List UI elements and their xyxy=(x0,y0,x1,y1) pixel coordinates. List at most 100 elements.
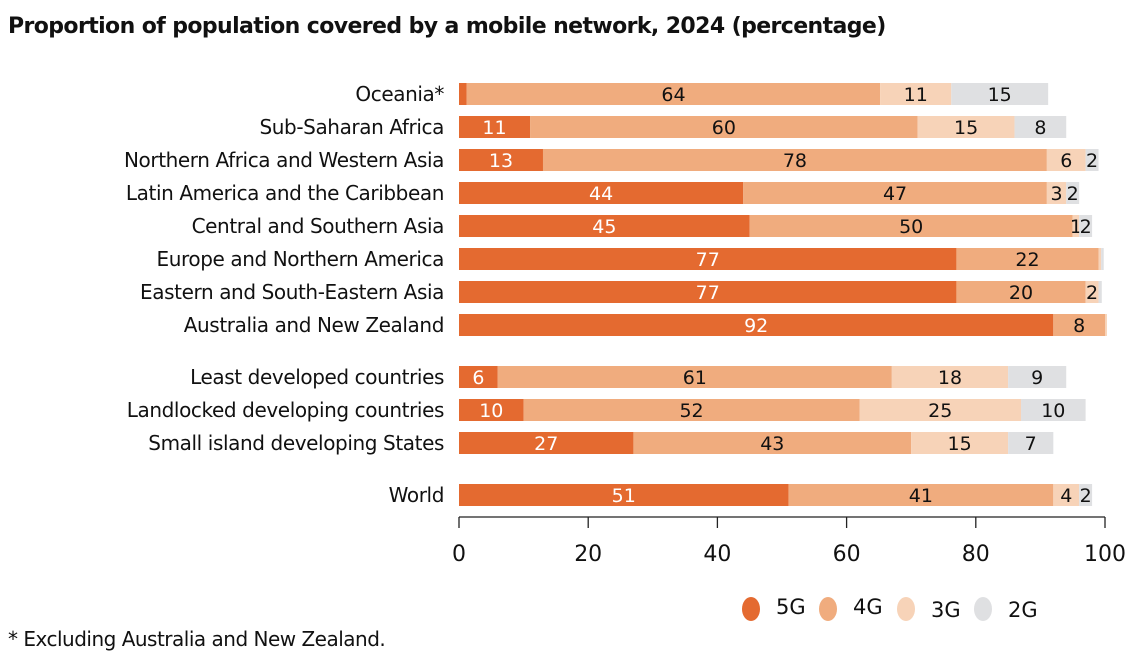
data-label: 61 xyxy=(683,367,707,389)
legend-label: 5G xyxy=(776,595,806,619)
data-label: 52 xyxy=(679,400,703,422)
data-label: 22 xyxy=(1015,249,1039,271)
data-label: 2 xyxy=(1067,183,1079,205)
bar-2g xyxy=(1101,248,1104,270)
bar-4g xyxy=(743,182,1047,204)
bar-3g xyxy=(1072,215,1080,237)
data-label: 10 xyxy=(1041,400,1065,422)
bar-2g xyxy=(1008,432,1054,454)
category-label: Least developed countries xyxy=(190,365,444,389)
bar-3g xyxy=(891,366,1009,388)
bar-2g xyxy=(1066,182,1080,204)
data-label: 11 xyxy=(904,84,928,106)
category-label: Oceania* xyxy=(355,82,444,106)
data-label: 2 xyxy=(1080,485,1092,507)
bar-2g xyxy=(1021,399,1086,421)
category-label: Small island developing States xyxy=(148,431,444,455)
data-label: 27 xyxy=(534,433,558,455)
bar-2g xyxy=(1098,281,1102,303)
x-tick-label: 20 xyxy=(574,542,602,567)
data-label: 77 xyxy=(696,282,720,304)
x-tick-label: 0 xyxy=(452,542,466,567)
x-tick-label: 100 xyxy=(1084,542,1126,567)
bar-5g xyxy=(459,484,789,506)
bar-5g xyxy=(459,399,524,421)
bar-3g xyxy=(1105,314,1107,336)
legend-swatch-4g xyxy=(819,597,837,621)
bar-5g xyxy=(459,314,1054,336)
bar-4g xyxy=(542,149,1047,171)
x-tick-label: 40 xyxy=(703,542,731,567)
bar-2g xyxy=(1008,366,1067,388)
data-label: 50 xyxy=(899,216,923,238)
category-label: Eastern and South-Eastern Asia xyxy=(140,280,444,304)
bar-5g xyxy=(459,149,543,171)
bar-4g xyxy=(633,432,912,454)
bar-5g xyxy=(459,83,467,105)
category-label: Landlocked developing countries xyxy=(127,398,444,422)
data-label: 15 xyxy=(948,433,972,455)
bar-4g xyxy=(788,484,1054,506)
data-label: 2 xyxy=(1086,282,1098,304)
bar-5g xyxy=(459,116,531,138)
data-label: 6 xyxy=(472,367,484,389)
data-label: 60 xyxy=(712,117,736,139)
footnote: * Excluding Australia and New Zealand. xyxy=(8,627,386,651)
data-label: 47 xyxy=(883,183,907,205)
category-label: Australia and New Zealand xyxy=(184,313,444,337)
category-label: World xyxy=(389,483,444,507)
bar-4g xyxy=(1053,314,1105,336)
bar-3g xyxy=(1046,149,1086,171)
bar-2g xyxy=(1079,484,1093,506)
bar-3g xyxy=(880,83,952,105)
data-label: 6 xyxy=(1060,150,1072,172)
bar-5g xyxy=(459,366,498,388)
bar-3g xyxy=(1046,182,1067,204)
data-label: 51 xyxy=(612,485,636,507)
legend-swatch-5g xyxy=(742,597,760,621)
x-tick-label: 60 xyxy=(833,542,861,567)
data-label: 43 xyxy=(760,433,784,455)
category-label: Northern Africa and Western Asia xyxy=(124,148,444,172)
data-label: 9 xyxy=(1031,367,1043,389)
data-label: 13 xyxy=(489,150,513,172)
legend-label: 3G xyxy=(931,598,961,622)
data-label: 20 xyxy=(1009,282,1033,304)
data-label: 3 xyxy=(1051,183,1063,205)
data-label: 15 xyxy=(954,117,978,139)
bar-4g xyxy=(497,366,892,388)
bar-3g xyxy=(911,432,1009,454)
data-label: 45 xyxy=(592,216,616,238)
bar-5g xyxy=(459,215,750,237)
bar-5g xyxy=(459,248,957,270)
data-label: 92 xyxy=(744,315,768,337)
data-label: 41 xyxy=(909,485,933,507)
bar-3g xyxy=(859,399,1022,421)
bar-2g xyxy=(1079,215,1093,237)
data-label: 2 xyxy=(1086,150,1098,172)
data-label: 18 xyxy=(938,367,962,389)
bar-3g xyxy=(1085,281,1099,303)
data-label: 2 xyxy=(1080,216,1092,238)
bar-4g xyxy=(523,399,860,421)
legend-swatch-2g xyxy=(974,597,992,621)
data-label: 7 xyxy=(1025,433,1037,455)
category-label: Latin America and the Caribbean xyxy=(126,181,444,205)
data-label: 11 xyxy=(482,117,506,139)
x-tick-label: 80 xyxy=(962,542,990,567)
bar-3g xyxy=(917,116,1015,138)
bar-5g xyxy=(459,182,744,204)
category-label: Central and Southern Asia xyxy=(192,214,444,238)
data-label: 8 xyxy=(1034,117,1046,139)
data-label: 8 xyxy=(1073,315,1085,337)
data-label: 78 xyxy=(783,150,807,172)
bar-4g xyxy=(749,215,1073,237)
legend-label: 2G xyxy=(1008,598,1038,622)
bar-5g xyxy=(459,281,957,303)
bar-2g xyxy=(1014,116,1067,138)
data-label: 77 xyxy=(696,249,720,271)
data-label: 15 xyxy=(988,84,1012,106)
bar-2g xyxy=(951,83,1049,105)
bar-3g xyxy=(1053,484,1080,506)
data-label: 10 xyxy=(479,400,503,422)
